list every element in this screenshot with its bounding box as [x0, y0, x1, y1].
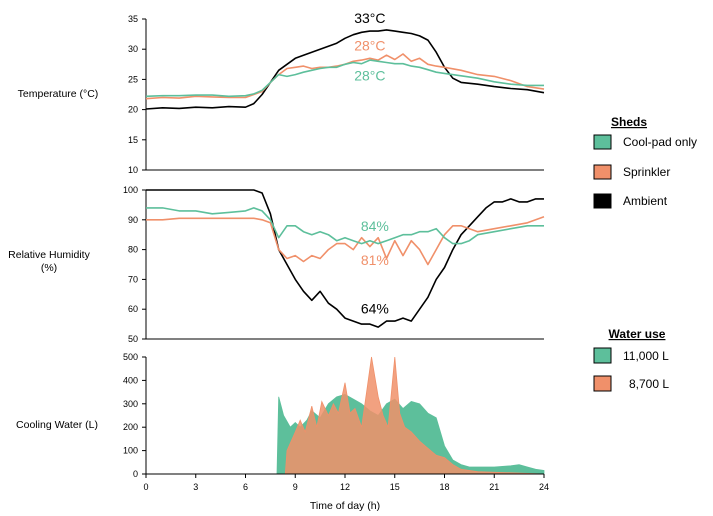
- y-tick-label: 25: [128, 74, 138, 84]
- line-series-cool-pad-only: [146, 207, 544, 245]
- y-tick-label: 50: [128, 334, 138, 344]
- y-tick-label: 100: [123, 446, 138, 456]
- y-tick-label: 80: [128, 245, 138, 255]
- y-tick-label: 30: [128, 44, 138, 54]
- y-axis-label-0: Temperature (°C): [18, 88, 99, 100]
- x-tick-label: 0: [143, 482, 148, 492]
- x-tick-label: 3: [193, 482, 198, 492]
- y-tick-label: 0: [133, 469, 138, 479]
- area-series-8-700-l: [146, 356, 545, 475]
- legend-label-sprinkler: Sprinkler: [623, 165, 670, 179]
- x-tick-label: 15: [390, 482, 400, 492]
- legend-sheds-title: Sheds: [611, 115, 647, 129]
- y-tick-label: 90: [128, 215, 138, 225]
- legend-water: Water use 11,000 L 8,700 L: [593, 327, 669, 392]
- x-axis-label: Time of day (h): [310, 500, 380, 512]
- annotation-label: 64%: [361, 301, 389, 317]
- y-tick-label: 10: [128, 165, 138, 175]
- y-tick-label: 500: [123, 352, 138, 362]
- line-series-cool-pad-only: [145, 59, 544, 98]
- y-tick-label: 200: [123, 422, 138, 432]
- annotation-label: 28°C: [354, 68, 385, 84]
- y-tick-label: 20: [128, 105, 138, 115]
- chart-panel-0: 10 15 20 25 30 35 Temperature (°C) 33°C 28°C 28°C: [18, 10, 545, 175]
- annotation-label: 81%: [361, 252, 389, 268]
- y-tick-label: 60: [128, 304, 138, 314]
- legend-swatch-cool-pad: [593, 134, 612, 150]
- x-tick-label: 21: [489, 482, 499, 492]
- legend-sheds: Sheds Cool-pad only Sprinkler Ambient: [593, 115, 697, 209]
- y-axis-label-1: Relative Humidity (%): [8, 249, 90, 274]
- x-tick-label: 24: [539, 482, 549, 492]
- y-axis-label-2: Cooling Water (L): [16, 419, 98, 431]
- legend-label-cool-pad: Cool-pad only: [623, 135, 697, 149]
- line-series-ambient: [146, 189, 544, 328]
- y-tick-label: 70: [128, 274, 138, 284]
- legend-label-water-sprinkler: 8,700 L: [629, 377, 669, 391]
- y-tick-label: 15: [128, 135, 138, 145]
- x-tick-label: 18: [439, 482, 449, 492]
- y-tick-label: 400: [123, 375, 138, 385]
- y-tick-label: 35: [128, 14, 138, 24]
- y-tick-label: 300: [123, 399, 138, 409]
- line-series-ambient: [145, 29, 545, 110]
- y-tick-label: 100: [123, 185, 138, 195]
- annotation-label: 33°C: [354, 10, 385, 26]
- annotation-label: 28°C: [354, 37, 385, 53]
- legend-swatch-sprinkler: [593, 164, 612, 180]
- line-series-sprinkler: [146, 216, 545, 266]
- chart-panel-1: 50 60 70 80 90 100 Relative Humidity (%) 84% 81% 6…: [8, 185, 545, 344]
- legend-water-title: Water use: [609, 327, 666, 341]
- x-tick-label: 6: [243, 482, 248, 492]
- legend-swatch-water-sprinkler: [593, 375, 612, 392]
- chart-panel-2: 0 100 200 300 400 500 Cooling Water (L) 0 3 6 9 12 1…: [16, 352, 549, 492]
- x-tick-label: 9: [293, 482, 298, 492]
- legend-label-ambient: Ambient: [623, 194, 668, 208]
- line-series-sprinkler: [145, 53, 545, 100]
- legend-swatch-water-cool-pad: [593, 347, 612, 364]
- legend-swatch-ambient: [593, 193, 612, 209]
- x-tick-label: 12: [340, 482, 350, 492]
- annotation-label: 84%: [361, 218, 389, 234]
- legend-label-water-cool-pad: 11,000 L: [623, 349, 669, 363]
